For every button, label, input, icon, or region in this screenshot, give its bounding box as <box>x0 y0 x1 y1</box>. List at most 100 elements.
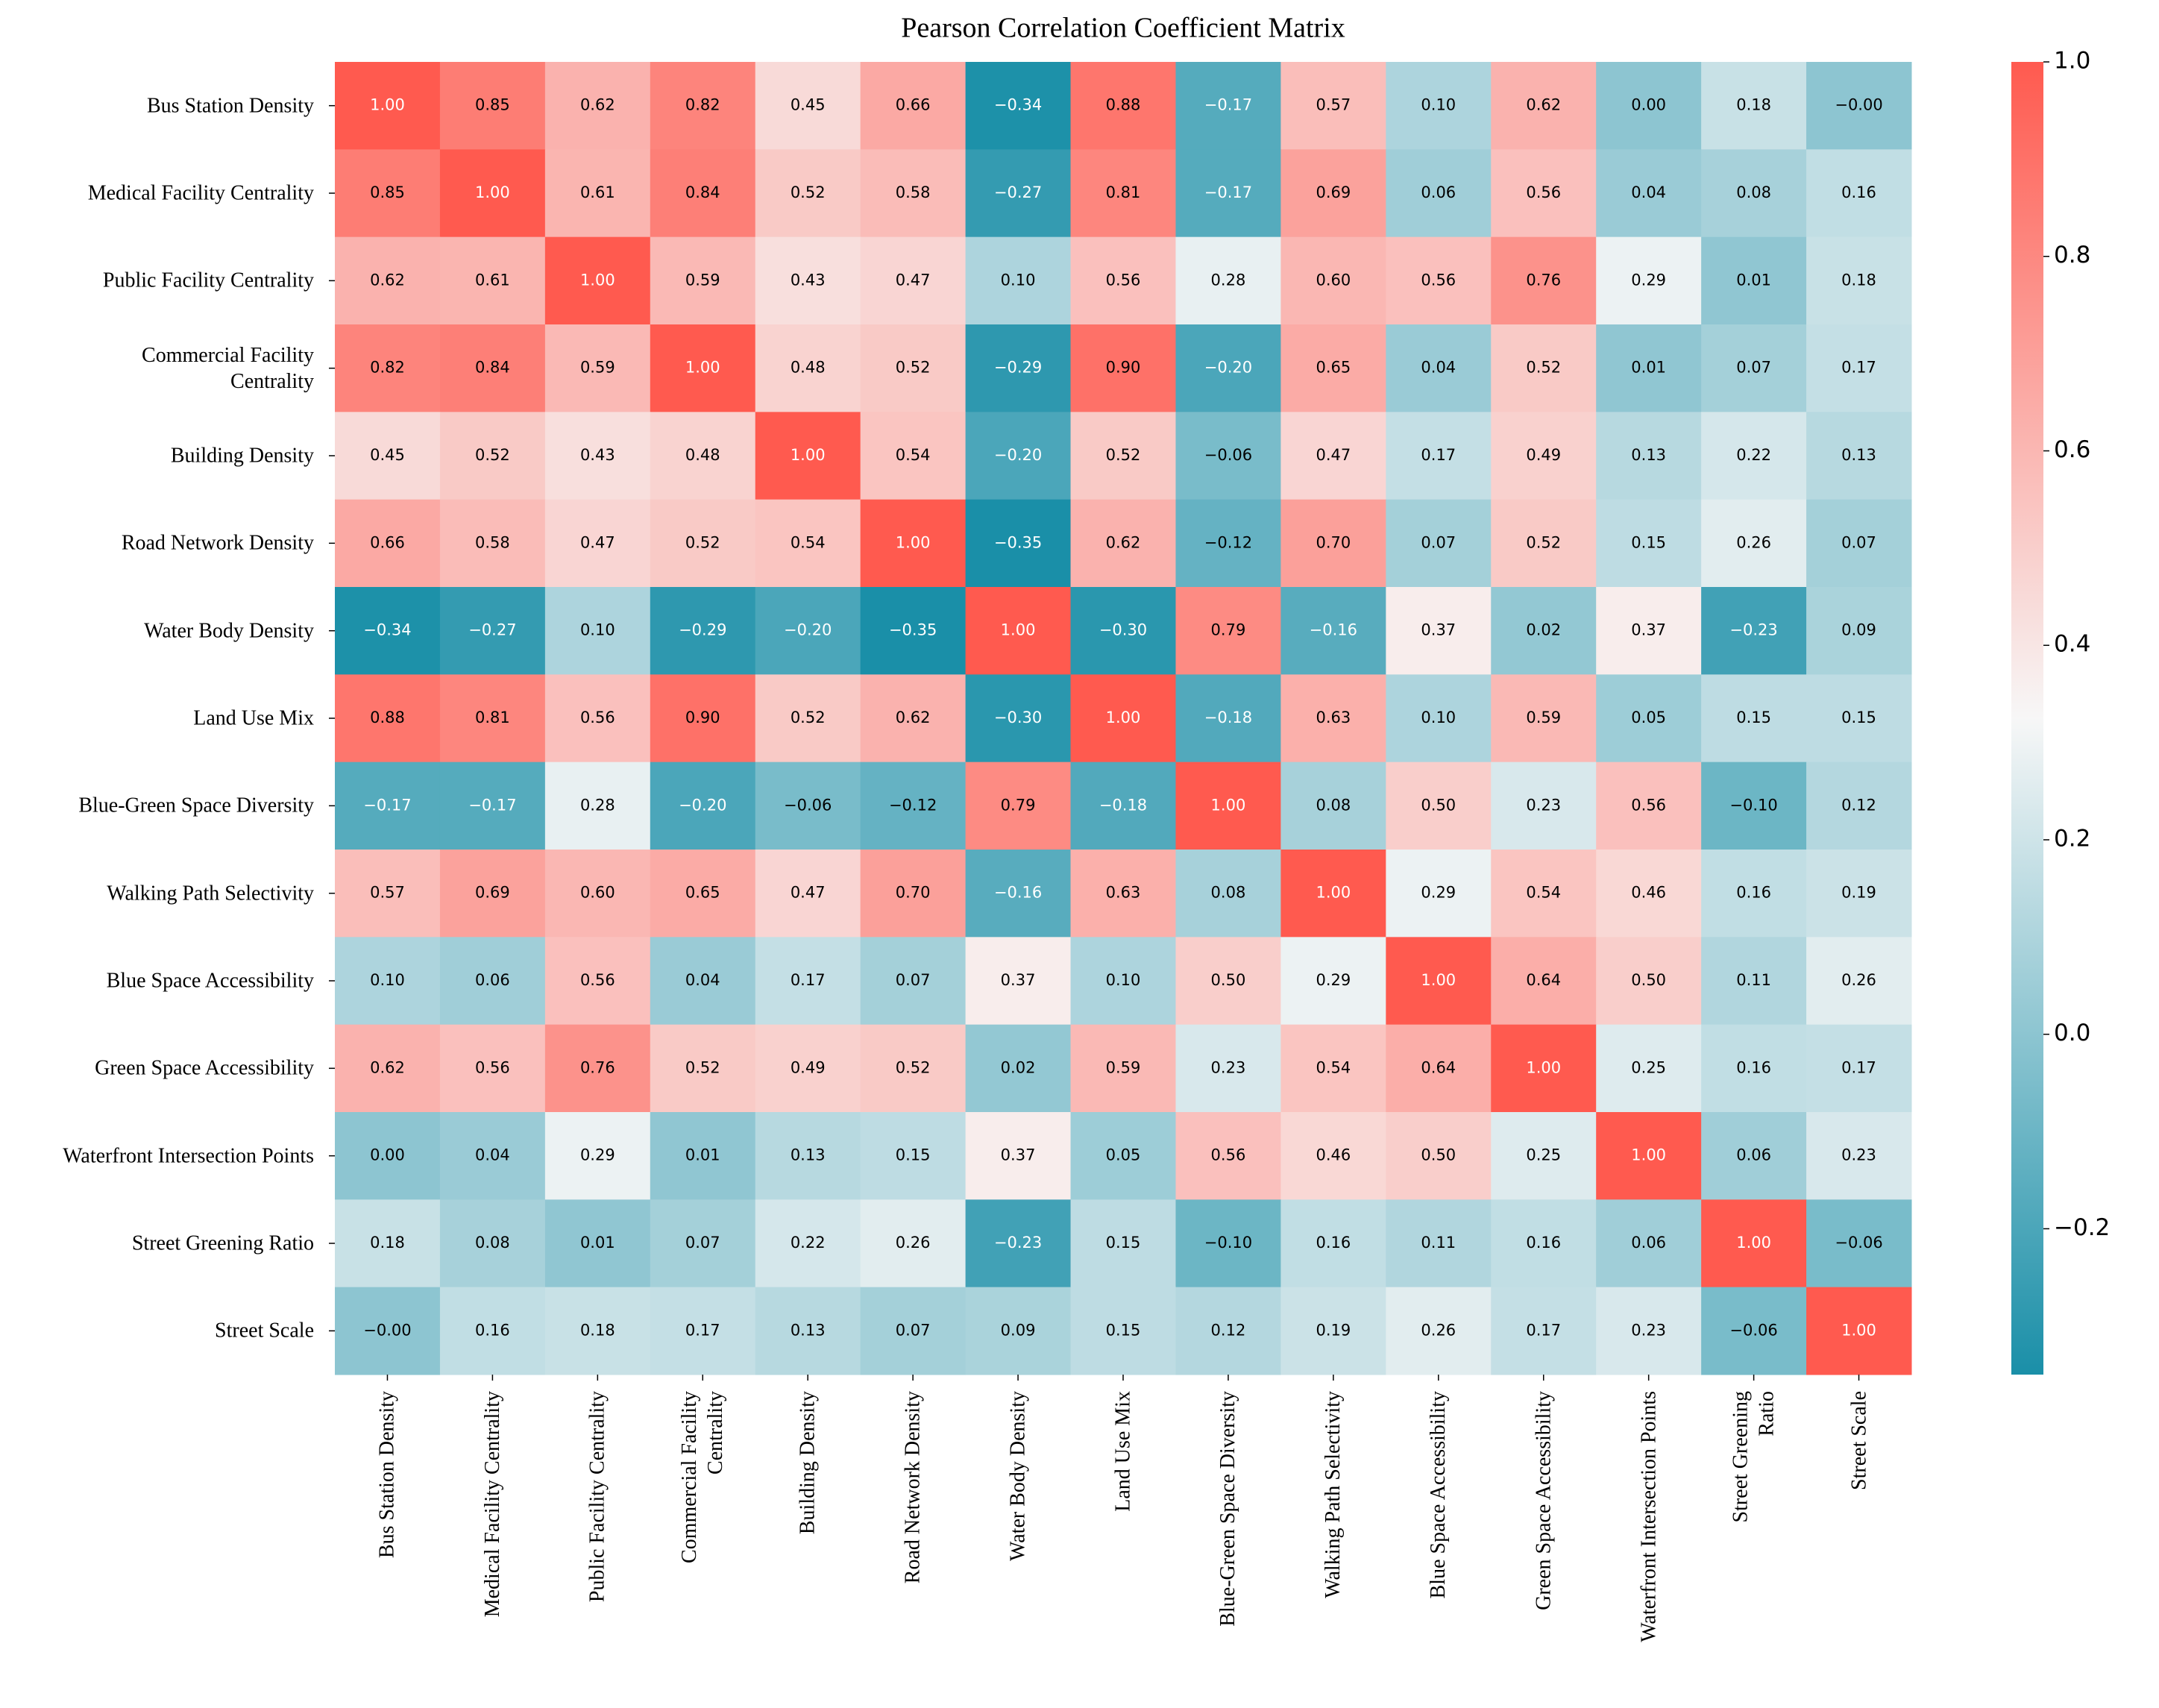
heatmap-cell <box>965 762 1072 850</box>
heatmap-cell <box>1491 587 1597 675</box>
heatmap-cell <box>1070 587 1176 675</box>
cell-label: 0.16 <box>1841 183 1876 201</box>
cell-label: 0.62 <box>1526 96 1561 114</box>
heatmap-cell <box>1701 62 1807 150</box>
heatmap-cell <box>1701 850 1807 938</box>
cell-label: 0.12 <box>1211 1321 1246 1339</box>
heatmap-cell <box>650 412 756 500</box>
cell-label: 1.00 <box>1316 884 1351 902</box>
cell-label: 1.00 <box>1211 796 1246 814</box>
heatmap-cell <box>650 149 756 238</box>
heatmap-cell <box>1491 762 1597 850</box>
heatmap-cell <box>1386 674 1492 763</box>
heatmap-cell <box>1280 1024 1386 1113</box>
heatmap-cell <box>965 1024 1072 1113</box>
cell-label: 0.79 <box>1001 796 1036 814</box>
cell-label: −0.06 <box>1729 1321 1777 1339</box>
chart-title: Pearson Correlation Coefficient Matrix <box>901 13 1345 44</box>
heatmap-cell <box>439 324 546 412</box>
heatmap-cell <box>1175 324 1281 412</box>
cell-label: 0.17 <box>1526 1321 1561 1339</box>
heatmap-cell <box>650 850 756 938</box>
heatmap-cell <box>1596 674 1702 763</box>
cell-label: 0.84 <box>475 359 510 377</box>
cell-label: 0.56 <box>1631 796 1666 814</box>
cell-label: 0.23 <box>1211 1058 1246 1076</box>
heatmap-cell <box>1491 236 1597 325</box>
heatmap-cell <box>965 62 1072 150</box>
cell-label: 0.29 <box>1316 971 1351 989</box>
heatmap-cell <box>1280 1199 1386 1288</box>
heatmap-cell <box>755 324 861 412</box>
heatmap-cell <box>755 149 861 238</box>
cell-label: 0.18 <box>580 1321 615 1339</box>
cell-label: 0.57 <box>1316 96 1351 114</box>
heatmap-cell <box>1386 236 1492 325</box>
cell-label: 0.09 <box>1841 621 1876 639</box>
heatmap-cell <box>1491 1024 1597 1113</box>
cell-label: 0.54 <box>896 446 931 464</box>
cell-label: 0.10 <box>370 971 405 989</box>
heatmap-cell <box>1280 850 1386 938</box>
heatmap-cell <box>755 1199 861 1288</box>
y-tick-label: Water Body Density <box>144 619 314 643</box>
heatmap-cell <box>1070 1024 1176 1113</box>
cell-label: 0.01 <box>580 1234 615 1252</box>
heatmap-cell <box>1070 937 1176 1026</box>
heatmap-cell <box>1701 937 1807 1026</box>
colorbar-tick-label: 0.8 <box>2054 242 2090 269</box>
cell-label: 0.13 <box>1631 446 1666 464</box>
cell-label: −0.23 <box>994 1234 1042 1252</box>
cell-label: 0.19 <box>1316 1321 1351 1339</box>
cell-label: 0.66 <box>896 96 931 114</box>
heatmap-cell <box>335 762 441 850</box>
cell-label: 0.16 <box>1736 884 1771 902</box>
cell-label: 0.23 <box>1526 796 1561 814</box>
cell-label: 0.16 <box>1526 1234 1561 1252</box>
cell-label: 0.08 <box>1316 796 1351 814</box>
cell-label: 0.25 <box>1631 1058 1666 1076</box>
cell-label: 0.04 <box>685 971 720 989</box>
heatmap-cell <box>650 62 756 150</box>
cell-label: 0.04 <box>1631 183 1666 201</box>
heatmap-cell <box>1701 499 1807 588</box>
cell-label: 0.13 <box>1841 446 1876 464</box>
cell-label: 0.17 <box>685 1321 720 1339</box>
cell-label: 0.65 <box>685 884 720 902</box>
heatmap-cell <box>755 1287 861 1375</box>
cell-label: −0.35 <box>994 533 1042 551</box>
heatmap-cell <box>1280 236 1386 325</box>
heatmap-cell <box>1175 937 1281 1026</box>
cell-label: 0.56 <box>1106 271 1141 289</box>
heatmap-cell <box>544 1287 651 1375</box>
heatmap-cell <box>860 850 967 938</box>
x-tick-label: Green Space Accessibility <box>1532 1391 1556 1610</box>
heatmap-cell <box>1596 499 1702 588</box>
heatmap-cell <box>1070 499 1176 588</box>
cell-label: 0.07 <box>896 1321 931 1339</box>
heatmap-cell <box>544 149 651 238</box>
cell-label: −0.18 <box>1099 796 1147 814</box>
heatmap-cell <box>1806 62 1912 150</box>
heatmap-cell <box>1806 149 1912 238</box>
heatmap-cell <box>1491 62 1597 150</box>
cell-label: 0.23 <box>1841 1146 1876 1164</box>
y-tick-label: Building Density <box>170 444 314 468</box>
heatmap-cell <box>439 499 546 588</box>
heatmap-cell <box>1386 1199 1492 1288</box>
cell-label: 0.26 <box>1841 971 1876 989</box>
heatmap-cell <box>1175 62 1281 150</box>
heatmap-cell <box>1280 62 1386 150</box>
x-tick-label: Walking Path Selectivity <box>1322 1391 1345 1598</box>
heatmap-cell <box>1491 937 1597 1026</box>
cell-label: 0.85 <box>370 183 405 201</box>
cell-label: 0.16 <box>1736 1058 1771 1076</box>
heatmap-cell <box>1701 1112 1807 1200</box>
heatmap-cell <box>1386 1287 1492 1375</box>
cell-label: 0.06 <box>1631 1234 1666 1252</box>
heatmap-cell <box>860 937 967 1026</box>
cell-label: −0.17 <box>1204 96 1252 114</box>
cell-label: 0.10 <box>580 621 615 639</box>
cell-label: 0.06 <box>475 971 510 989</box>
cell-label: 0.29 <box>1421 884 1456 902</box>
